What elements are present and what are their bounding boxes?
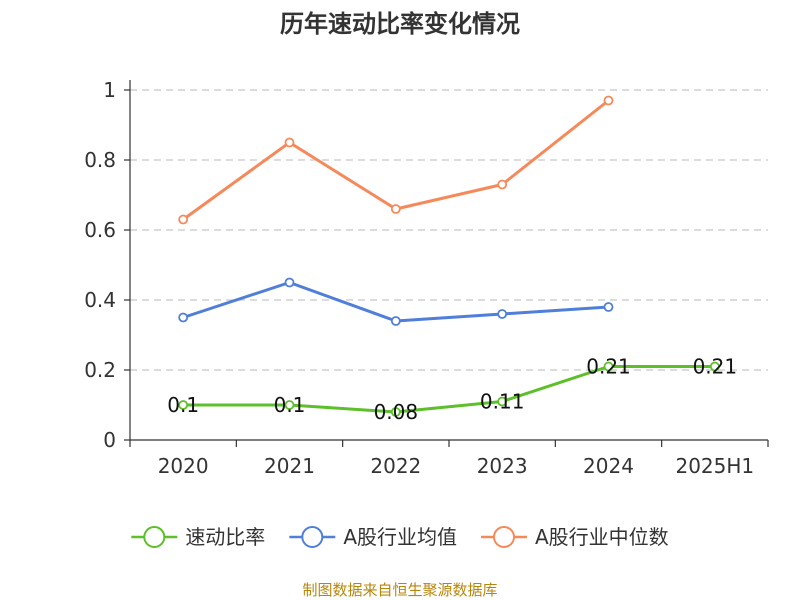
data-point (390, 204, 401, 214)
data-point (709, 361, 720, 372)
data-label: 0.21 (693, 355, 738, 379)
data-labels: 0.1 0.1 0.08 0.11 0.21 0.21 (167, 355, 737, 425)
data-point (178, 312, 189, 323)
y-tick-label: 0.6 (84, 218, 116, 242)
data-point (497, 309, 508, 319)
data-point (603, 302, 614, 312)
chart-title: 历年速动比率变化情况 (280, 10, 520, 38)
y-tick-label: 0 (103, 428, 116, 452)
data-point (603, 361, 614, 372)
x-axis: 2020 2021 2022 2023 2024 2025H1 (129, 439, 769, 478)
data-point (178, 400, 189, 410)
x-tick-label: 2021 (264, 454, 315, 478)
data-point (390, 407, 401, 417)
legend-label: A股行业中位数 (535, 525, 669, 549)
data-point (284, 137, 295, 148)
data-point (603, 95, 614, 106)
x-tick-label: 2024 (583, 454, 634, 478)
data-label: 0.1 (167, 393, 199, 417)
data-point (390, 316, 401, 326)
y-tick-label: 1 (103, 78, 116, 102)
x-tick-label: 2022 (370, 454, 421, 478)
data-label: 0.1 (274, 393, 306, 417)
data-point (284, 400, 295, 410)
series-group (178, 95, 720, 417)
x-tick-label: 2025H1 (675, 454, 754, 478)
source-note: 制图数据来自恒生聚源数据库 (302, 581, 497, 599)
y-tick-label: 0.2 (84, 358, 116, 382)
x-tick-label: 2023 (477, 454, 528, 478)
series-line (183, 365, 715, 414)
data-label: 0.21 (586, 355, 631, 379)
legend-swatch-marker (143, 526, 166, 548)
data-point (284, 277, 295, 288)
data-point (497, 396, 508, 407)
grid-lines (130, 89, 768, 371)
y-tick-label: 0.8 (84, 148, 116, 172)
y-axis: 0 0.2 0.4 0.6 0.8 1 (84, 78, 131, 452)
series-line (182, 281, 609, 323)
legend-swatch-marker (493, 526, 515, 548)
legend-label: A股行业均值 (343, 525, 457, 549)
data-point (178, 214, 189, 225)
data-label: 0.08 (374, 400, 419, 424)
y-tick-label: 0.4 (84, 288, 116, 312)
legend-swatch-marker (301, 526, 324, 548)
legend-label: 速动比率 (185, 525, 265, 549)
data-point (497, 179, 508, 190)
legend: 速动比率 A股行业均值 A股行业中位数 (131, 525, 669, 549)
data-label: 0.11 (480, 390, 525, 414)
x-tick-label: 2020 (158, 454, 209, 478)
